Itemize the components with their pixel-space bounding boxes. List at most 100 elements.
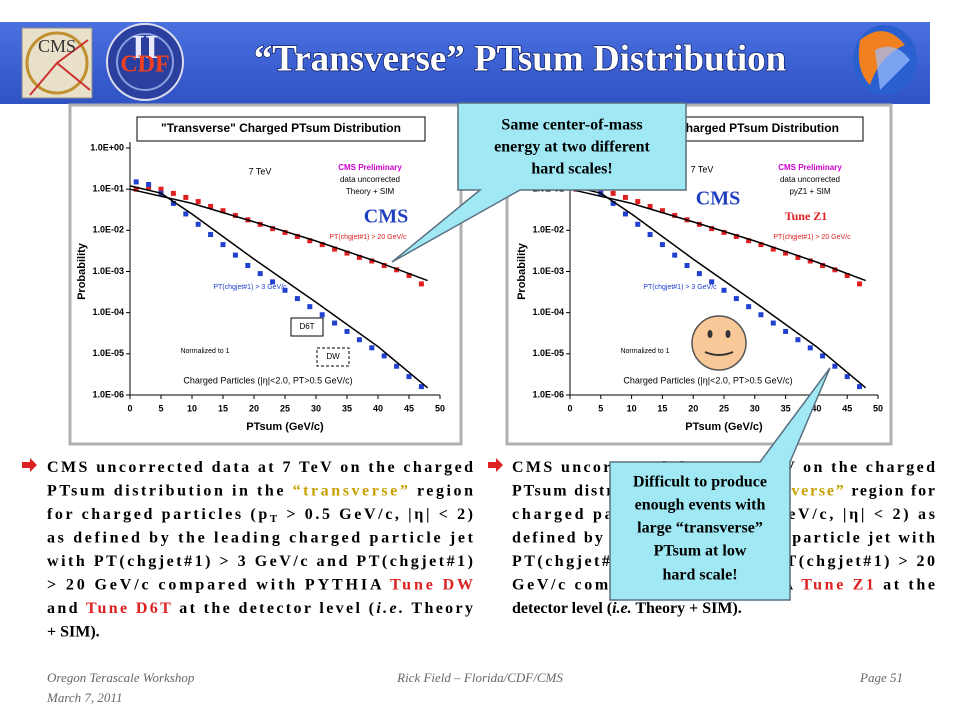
data-point	[307, 238, 313, 244]
data-point	[245, 262, 251, 268]
footer-page: Page 51	[859, 670, 903, 685]
text-run: at the	[877, 576, 935, 593]
data-point	[795, 337, 801, 343]
callout-text: hard scale!	[662, 567, 737, 584]
data-point	[332, 246, 338, 252]
data-point	[647, 232, 653, 238]
data-point	[133, 186, 139, 192]
x-tick-label: 10	[627, 403, 637, 413]
data-point	[394, 267, 400, 273]
data-point	[733, 233, 739, 239]
data-point	[832, 363, 838, 369]
text-run: > 0.5 GeV/c, |η| < 2)	[280, 506, 473, 523]
text-run: i.e.	[612, 600, 632, 617]
data-point	[406, 374, 412, 380]
data-point	[344, 250, 350, 256]
annotation: DW	[326, 352, 340, 361]
cms-logo: CMS	[21, 27, 93, 99]
annotation: PT(chgjet#1) > 3 GeV/c	[643, 284, 717, 291]
y-tick-label: 1.0E-02	[92, 225, 124, 235]
uf-logo	[853, 25, 917, 95]
data-point	[394, 363, 400, 369]
chart-title-box	[136, 116, 426, 142]
y-axis-label: Probability	[516, 242, 528, 300]
data-point	[270, 279, 276, 285]
data-point	[770, 320, 776, 326]
data-point	[783, 328, 789, 334]
bullet-line: for charged particles (p T > 0.5 GeV/c, |…	[47, 506, 473, 525]
data-point	[294, 233, 300, 239]
bullet-line: + SIM).	[47, 623, 100, 640]
callout-text: Difficult to produce	[633, 474, 767, 491]
data-point	[208, 232, 214, 238]
data-point	[146, 181, 152, 187]
chart: "Transverse" Charged PTsum Distribution 1…	[76, 116, 445, 433]
text-run: with PT(chgjet#1) > 3 GeV/c and PT(chgje…	[47, 553, 473, 570]
y-tick-label: 1.0E-05	[532, 348, 564, 358]
x-tick-label: 5	[598, 403, 603, 413]
data-point	[220, 208, 226, 214]
annotation: data uncorrected	[340, 175, 400, 184]
data-point	[758, 242, 764, 248]
callout-text: PTsum at low	[654, 543, 747, 560]
data-point	[844, 374, 850, 380]
data-point	[610, 200, 616, 206]
callout-text: enough events with	[635, 497, 766, 514]
data-point	[170, 190, 176, 196]
plot-frame	[68, 103, 463, 446]
data-point	[684, 262, 690, 268]
y-tick-label: 1.0E-04	[532, 307, 564, 317]
bullet-line: PTsum distribution in the “transverse” r…	[47, 482, 473, 499]
data-point	[696, 271, 702, 277]
data-point	[418, 281, 424, 287]
data-point	[807, 258, 813, 264]
x-axis-label: PTsum (GeV/c)	[685, 421, 763, 433]
text-run: region for	[846, 482, 935, 499]
x-tick-label: 5	[158, 403, 163, 413]
text-run: + SIM).	[47, 623, 100, 640]
annotation: D6T	[299, 322, 314, 331]
data-point	[721, 287, 727, 293]
slide-title: “Transverse” PTsum Distribution	[254, 38, 787, 79]
cdf-run-text: II	[132, 29, 158, 66]
y-tick-label: 1.0E-03	[532, 266, 564, 276]
data-point	[369, 345, 375, 351]
data-point	[307, 304, 313, 310]
text-run: Theory + SIM).	[632, 600, 742, 617]
annotation: CMS Preliminary	[338, 163, 402, 172]
text-run: CMS uncorrected data at 7 TeV on the cha…	[47, 459, 473, 476]
x-tick-label: 15	[657, 403, 667, 413]
x-tick-label: 25	[280, 403, 290, 413]
y-tick-label: 1.0E-06	[532, 389, 564, 399]
y-tick-label: 1.0E-02	[532, 225, 564, 235]
smiley	[691, 315, 747, 371]
theory-line	[129, 188, 428, 282]
annotation: Charged Particles (|η|<2.0, PT>0.5 GeV/c…	[183, 375, 352, 385]
x-tick-label: 35	[342, 403, 352, 413]
data-point	[672, 212, 678, 218]
annotation: CMS Preliminary	[778, 163, 842, 172]
data-point	[770, 246, 776, 252]
callout-text: large “transverse”	[637, 520, 763, 537]
bullet-line: and Tune D6T at the detector level (i.e.…	[47, 600, 473, 617]
x-tick-label: 10	[187, 403, 197, 413]
x-tick-label: 50	[435, 403, 445, 413]
y-tick-label: 1.0E-05	[92, 348, 124, 358]
annotation: 7 TeV	[691, 164, 714, 174]
bullet-line: with PT(chgjet#1) > 3 GeV/c and PT(chgje…	[47, 553, 473, 570]
text-run: Tune D6T	[86, 600, 171, 617]
data-point	[721, 229, 727, 235]
bullet-arrow	[488, 458, 503, 472]
data-point	[733, 296, 739, 302]
data-point	[418, 384, 424, 390]
data-point	[406, 272, 412, 278]
data-point	[146, 184, 152, 190]
text-run: Tune DW	[390, 576, 473, 593]
y-tick-label: 1.0E+00	[90, 142, 124, 152]
x-tick-label: 45	[404, 403, 414, 413]
text-run: i.e.	[376, 600, 403, 617]
annotation: 7 TeV	[249, 166, 272, 176]
data-point	[672, 252, 678, 258]
data-point	[158, 186, 164, 192]
data-point	[820, 353, 826, 359]
